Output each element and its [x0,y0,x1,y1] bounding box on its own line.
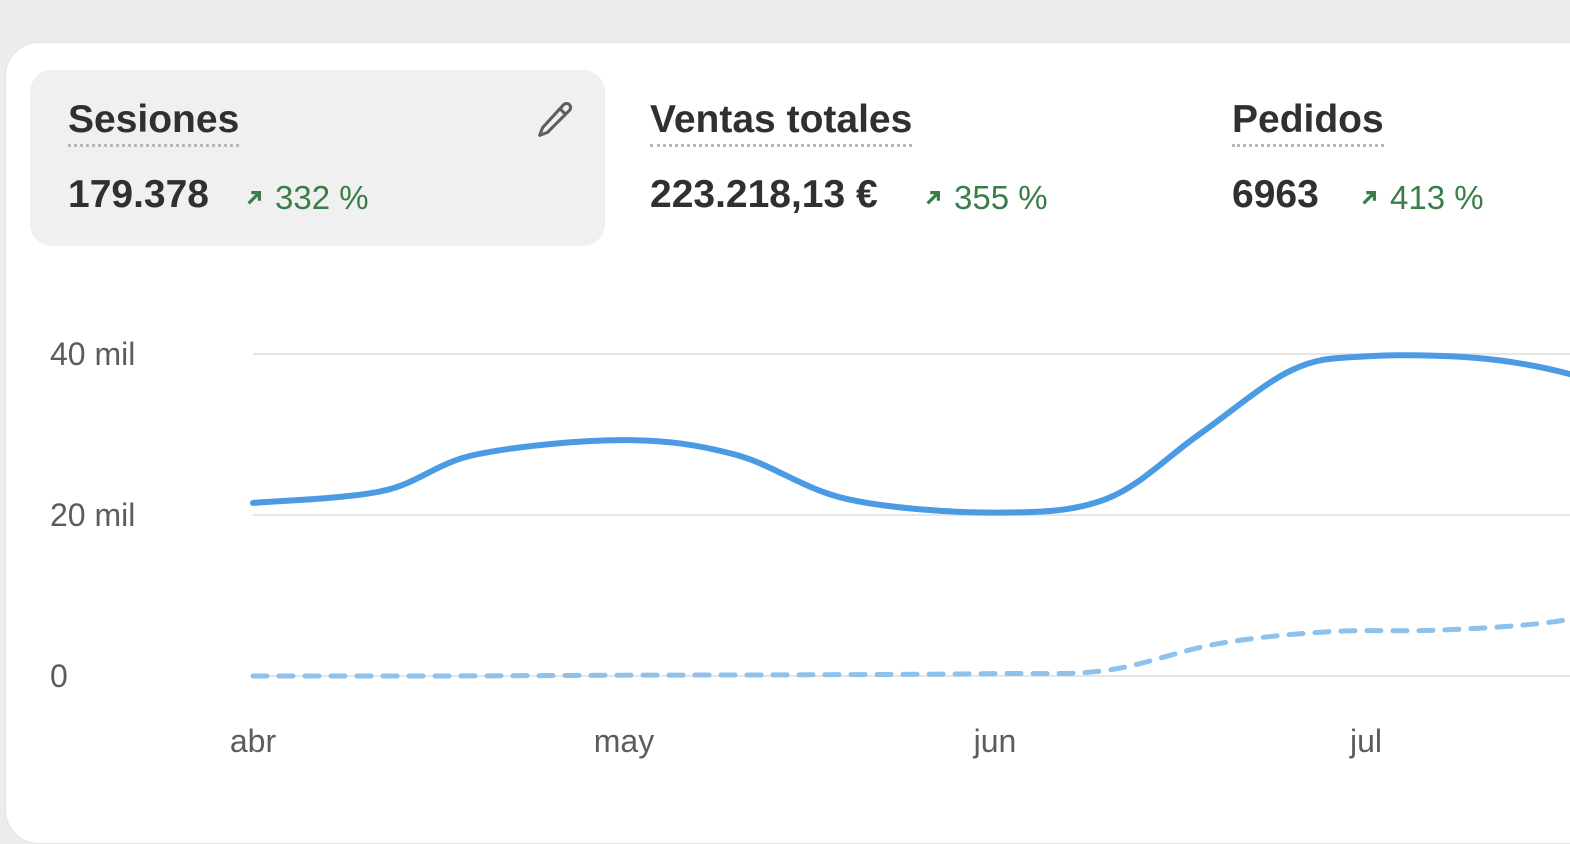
series-line-current-period [250,352,1570,516]
arrow-up-right-icon [1362,190,1377,205]
y-tick-label: 0 [50,658,68,694]
metric-change-value: 355 % [954,179,1048,216]
metric-change-value: 332 % [275,179,369,216]
y-tick-label: 20 mil [50,497,135,533]
y-tick-label: 40 mil [50,336,135,372]
arrow-up-right-icon [247,190,262,205]
metric-value: 223.218,13 € [650,173,878,216]
pencil-icon[interactable] [532,98,578,144]
metric-value: 179.378 [68,173,209,216]
x-tick-label: jul [1349,723,1382,759]
metric-value: 6963 [1232,173,1319,216]
metric-change: 355 % [924,178,1048,218]
x-tick-label: abr [230,723,277,759]
metric-title: Ventas totales [650,98,913,147]
series-line-previous-period [250,616,1570,679]
metric-change-value: 413 % [1390,179,1484,216]
metric-title: Pedidos [1232,98,1384,147]
metric-total-sales[interactable]: Ventas totales 223.218,13 € 355 % [612,70,1182,246]
metric-orders[interactable]: Pedidos 6963 413 % [1194,70,1570,246]
metric-title: Sesiones [68,98,240,147]
metric-change: 332 % [245,178,369,218]
metric-change: 413 % [1360,178,1484,218]
x-tick-label: jun [973,723,1017,759]
arrow-up-right-icon [926,190,941,205]
sessions-line-chart: 0 20 mil 40 mil abr may jun jul [50,336,1570,759]
x-tick-label: may [594,723,654,759]
metric-sessions[interactable]: Sesiones 179.378 332 % [30,70,605,246]
